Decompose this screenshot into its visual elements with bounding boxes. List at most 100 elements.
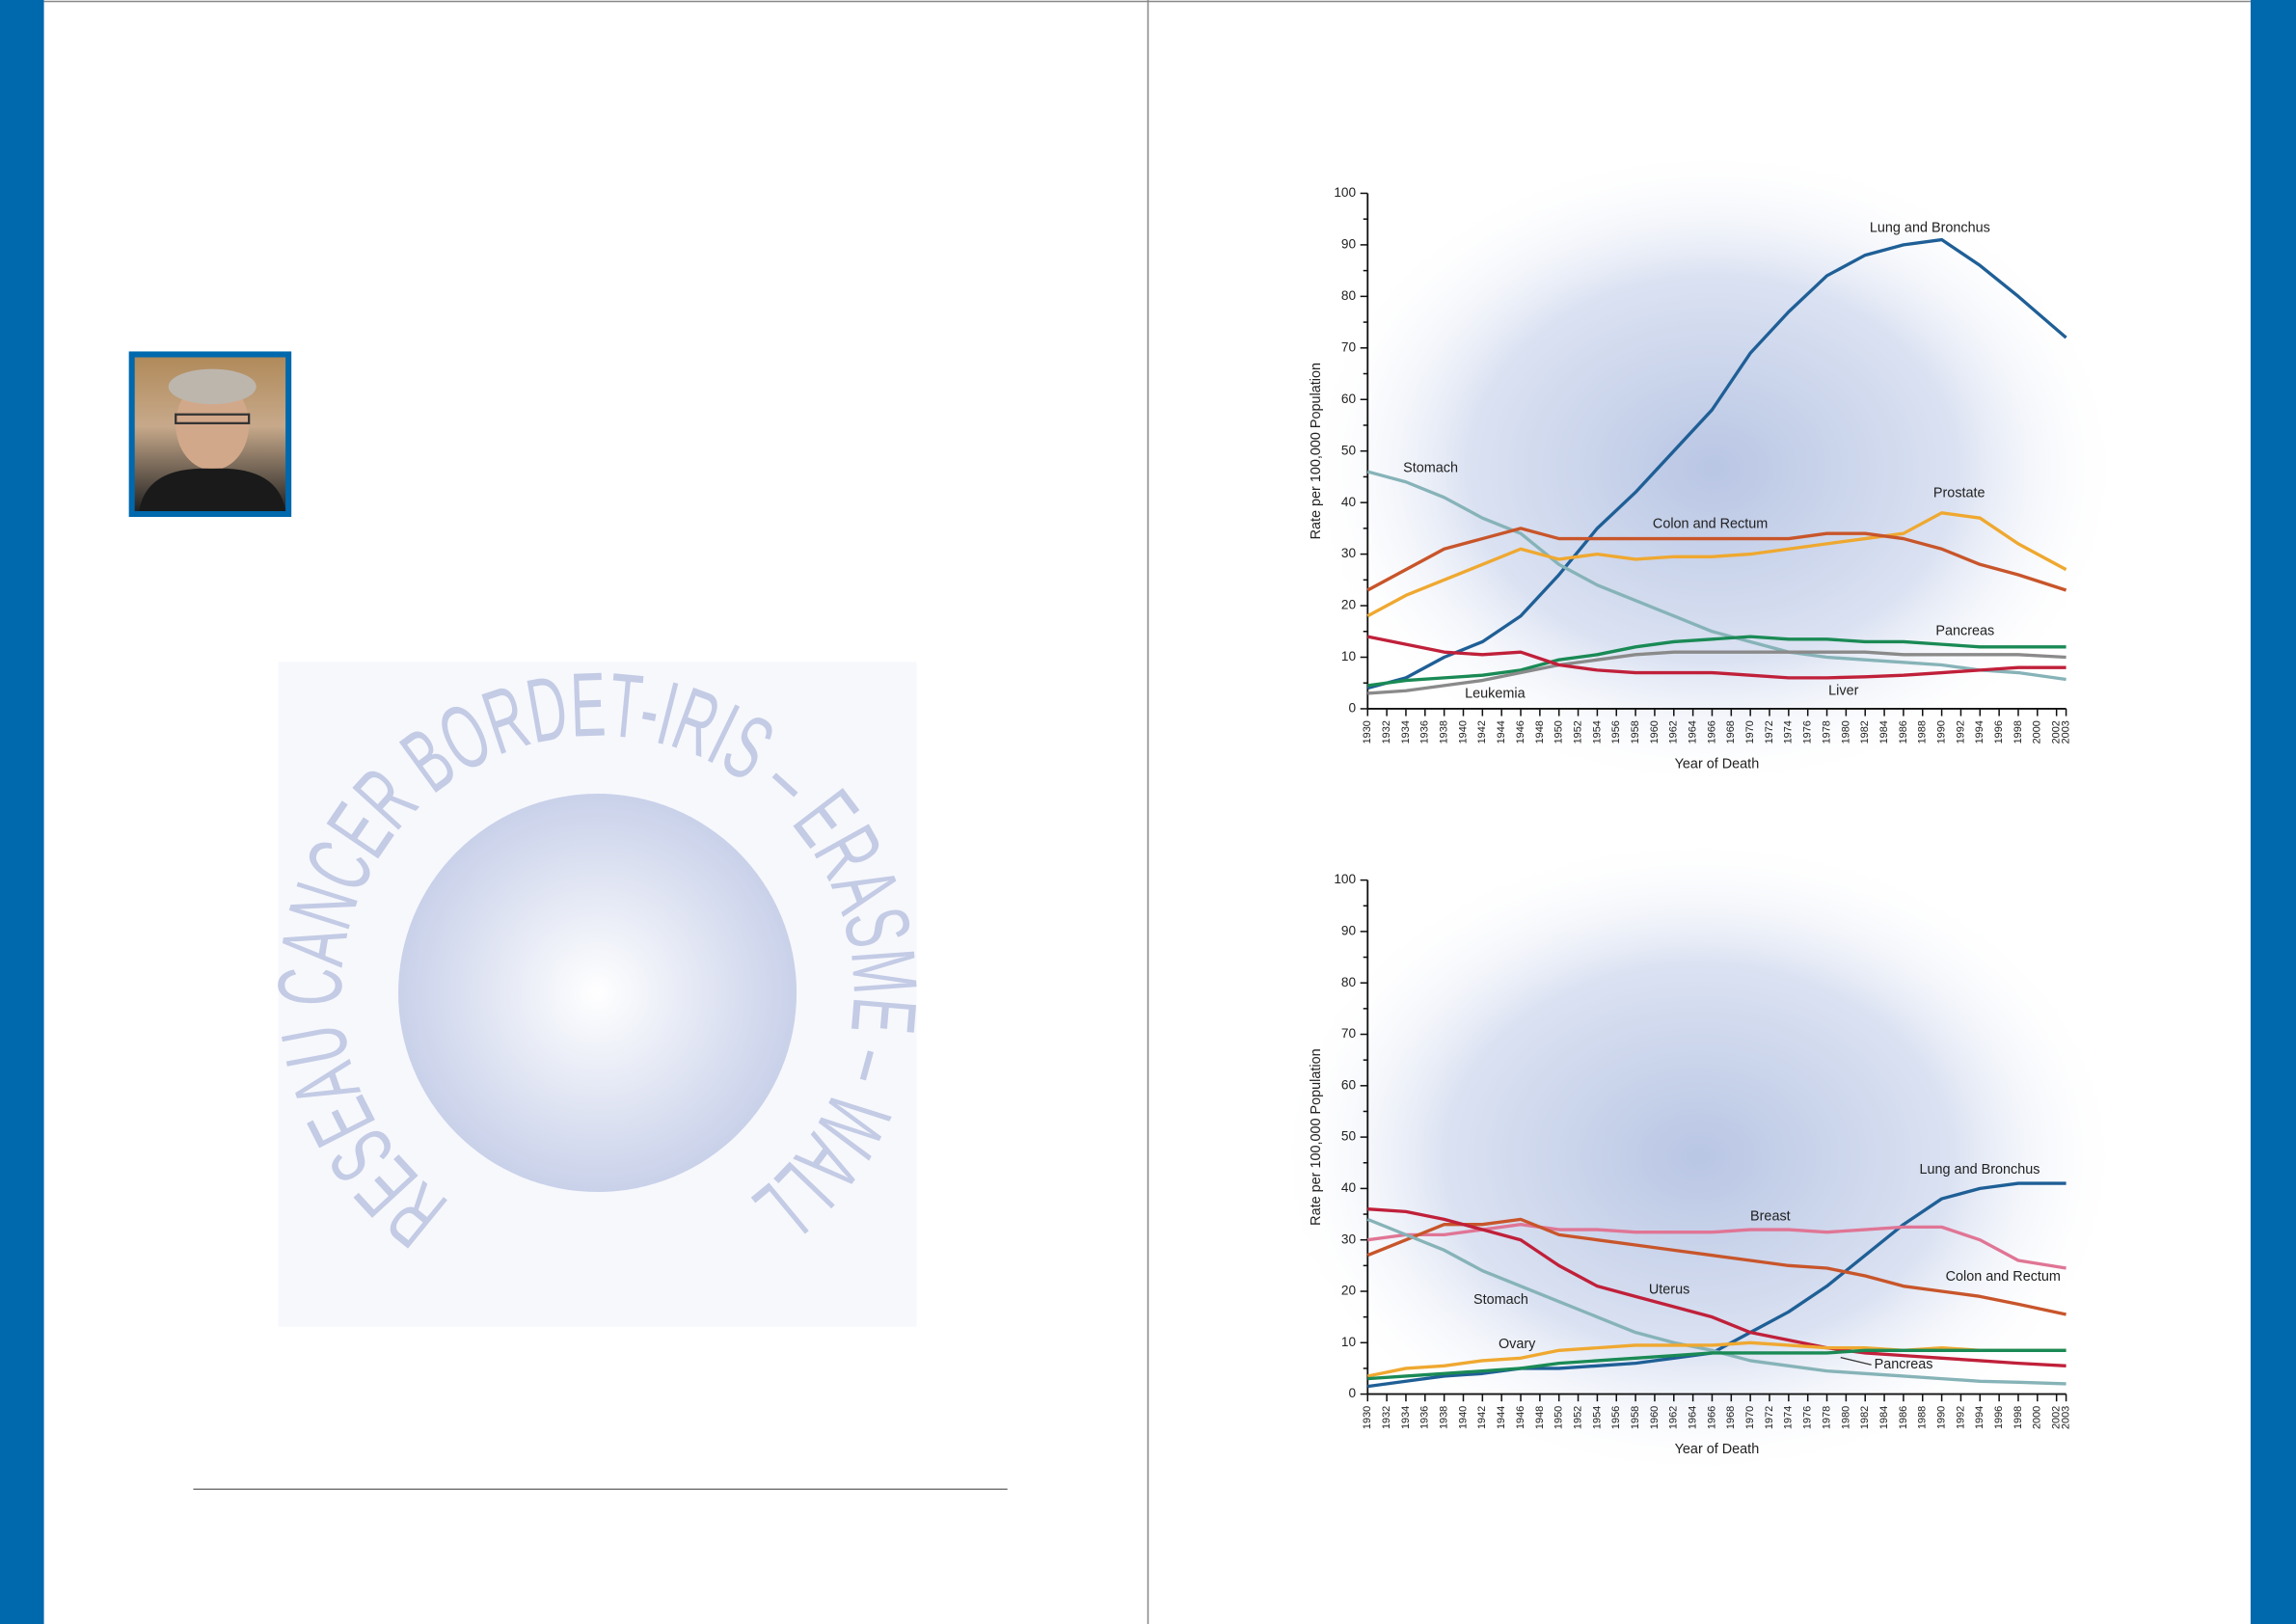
- y-tick-label: 90: [1341, 237, 1357, 252]
- x-tick-label: 1932: [1381, 720, 1392, 744]
- y-tick-label: 100: [1334, 185, 1356, 200]
- x-tick-label: 1938: [1439, 720, 1450, 744]
- x-tick-label: 1980: [1840, 720, 1851, 744]
- y-tick-label: 40: [1341, 1180, 1357, 1195]
- y-tick-label: 70: [1341, 339, 1357, 354]
- series-label: Prostate: [1933, 486, 1985, 501]
- x-tick-label: 1938: [1439, 1406, 1450, 1429]
- x-tick-label: 1966: [1706, 720, 1717, 744]
- x-tick-label: 1972: [1764, 720, 1775, 744]
- x-tick-label: 1984: [1878, 1406, 1890, 1429]
- x-tick-label: 1964: [1688, 1406, 1699, 1429]
- right-bar: [2250, 0, 2296, 1624]
- x-tick-label: 1970: [1744, 720, 1756, 744]
- x-tick-label: 2000: [2032, 720, 2043, 744]
- x-tick-label: 1960: [1649, 720, 1661, 744]
- x-tick-label: 1972: [1764, 1406, 1775, 1429]
- x-tick-label: 1950: [1553, 720, 1565, 744]
- x-tick-label: 1936: [1419, 1406, 1431, 1429]
- series-line: [1366, 1340, 2066, 1378]
- series-label: Lung and Bronchus: [1920, 1162, 2040, 1177]
- series-line: [1366, 527, 2067, 592]
- x-tick-label: 1952: [1572, 720, 1583, 744]
- x-tick-label: 1936: [1419, 720, 1431, 744]
- x-tick-label: 1996: [1993, 1406, 2005, 1429]
- y-tick-label: 90: [1341, 924, 1357, 938]
- x-tick-label: 1960: [1649, 1406, 1661, 1429]
- x-tick-label: 1950: [1553, 1406, 1565, 1429]
- x-tick-label: 1994: [1974, 1406, 1985, 1429]
- x-tick-label: 1954: [1591, 720, 1603, 744]
- x-tick-label: 2003: [2060, 720, 2071, 744]
- x-tick-label: 2002: [2051, 720, 2063, 744]
- series-line: [1367, 1348, 2066, 1381]
- series-label: Breast: [1750, 1209, 1791, 1225]
- x-tick-label: 1980: [1840, 1406, 1851, 1429]
- x-tick-label: 1990: [1935, 720, 1947, 744]
- x-tick-label: 1958: [1630, 1406, 1641, 1429]
- x-tick-label: 1996: [1993, 720, 2005, 744]
- series-label: Ovary: [1499, 1337, 1536, 1352]
- x-tick-label: 1976: [1802, 720, 1814, 744]
- y-tick-label: 60: [1341, 1077, 1357, 1092]
- x-tick-label: 1986: [1898, 1406, 1909, 1429]
- y-tick-label: 60: [1341, 392, 1357, 406]
- logo-disc: [398, 794, 797, 1193]
- x-tick-label: 1994: [1974, 720, 1985, 744]
- series-label: Lung and Bronchus: [1870, 221, 1990, 236]
- x-tick-label: 1962: [1668, 720, 1680, 744]
- x-tick-label: 1942: [1476, 1406, 1488, 1429]
- x-tick-label: 1992: [1955, 1406, 1966, 1429]
- x-tick-label: 1952: [1572, 1406, 1583, 1429]
- x-tick-label: 1982: [1859, 720, 1871, 744]
- x-tick-label: 1930: [1362, 1406, 1373, 1429]
- series-label: Pancreas: [1875, 1357, 1933, 1372]
- x-tick-label: 1956: [1610, 720, 1622, 744]
- x-tick-label: 1986: [1898, 720, 1909, 744]
- y-tick-label: 50: [1341, 443, 1357, 457]
- series-line: [1366, 511, 2067, 618]
- x-tick-label: 1968: [1725, 1406, 1737, 1429]
- y-tick-label: 10: [1341, 1335, 1357, 1349]
- x-tick-label: 1940: [1457, 720, 1469, 744]
- y-axis-label: Rate per 100,000 Population: [1309, 363, 1324, 539]
- x-tick-label: 1958: [1630, 720, 1641, 744]
- x-tick-label: 1944: [1496, 1406, 1507, 1429]
- x-tick-label: 1974: [1783, 1406, 1795, 1429]
- x-tick-label: 1984: [1878, 720, 1890, 744]
- series-label: Stomach: [1473, 1292, 1528, 1308]
- series-label: Uterus: [1649, 1283, 1689, 1298]
- series-line: [1366, 237, 2067, 690]
- chart-backdrop: [1274, 834, 2123, 1479]
- x-axis-label: Year of Death: [1675, 1442, 1760, 1457]
- x-tick-label: 2003: [2060, 1406, 2071, 1429]
- x-tick-label: 1990: [1935, 1406, 1947, 1429]
- series-line: [1366, 1217, 2066, 1386]
- x-tick-label: 1954: [1591, 1406, 1603, 1429]
- x-tick-label: 1978: [1821, 720, 1832, 744]
- x-tick-label: 1930: [1362, 720, 1373, 744]
- x-tick-label: 1944: [1496, 720, 1507, 744]
- x-tick-label: 1946: [1515, 720, 1526, 744]
- x-tick-label: 1998: [2012, 1406, 2024, 1429]
- series-label: Stomach: [1403, 461, 1458, 476]
- x-tick-label: 1964: [1688, 720, 1699, 744]
- x-tick-label: 2000: [2032, 1406, 2043, 1429]
- x-tick-label: 1946: [1515, 1406, 1526, 1429]
- series-line: [1366, 635, 2066, 680]
- x-axis-label: Year of Death: [1675, 756, 1760, 771]
- series-line: [1367, 635, 2066, 688]
- y-tick-label: 20: [1341, 1284, 1357, 1298]
- series-label: Colon and Rectum: [1653, 516, 1768, 531]
- x-tick-label: 1974: [1783, 720, 1795, 744]
- y-tick-label: 0: [1349, 1386, 1357, 1400]
- x-tick-label: 1982: [1859, 1406, 1871, 1429]
- y-tick-label: 80: [1341, 288, 1357, 303]
- x-tick-label: 1978: [1821, 1406, 1832, 1429]
- y-tick-label: 10: [1341, 649, 1357, 663]
- x-tick-label: 1956: [1610, 1406, 1622, 1429]
- x-tick-label: 1948: [1534, 1406, 1546, 1429]
- x-tick-label: 1970: [1744, 1406, 1756, 1429]
